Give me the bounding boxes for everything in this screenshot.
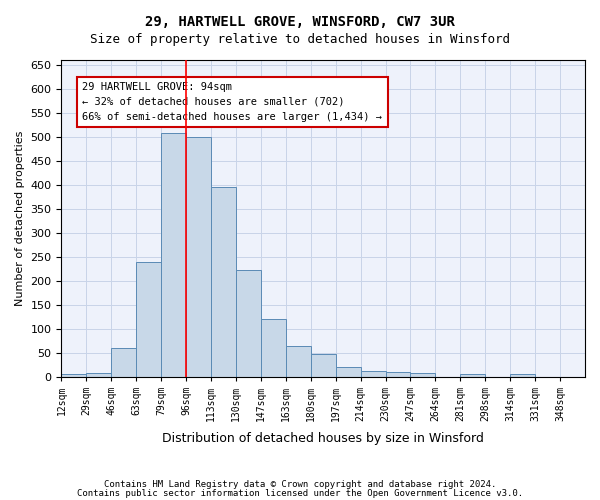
Bar bbox=[386, 372, 410, 376]
Text: Contains HM Land Registry data © Crown copyright and database right 2024.: Contains HM Land Registry data © Crown c… bbox=[104, 480, 496, 489]
Bar bbox=[111, 348, 136, 376]
Bar bbox=[211, 186, 236, 376]
Bar bbox=[236, 270, 261, 376]
Bar bbox=[161, 134, 186, 376]
X-axis label: Distribution of detached houses by size in Winsford: Distribution of detached houses by size … bbox=[162, 432, 484, 445]
Bar bbox=[361, 371, 386, 376]
Bar bbox=[86, 373, 111, 376]
Bar bbox=[286, 346, 311, 376]
Bar bbox=[510, 374, 535, 376]
Text: Size of property relative to detached houses in Winsford: Size of property relative to detached ho… bbox=[90, 32, 510, 46]
Y-axis label: Number of detached properties: Number of detached properties bbox=[15, 130, 25, 306]
Bar bbox=[335, 367, 361, 376]
Text: 29 HARTWELL GROVE: 94sqm
← 32% of detached houses are smaller (702)
66% of semi-: 29 HARTWELL GROVE: 94sqm ← 32% of detach… bbox=[82, 82, 382, 122]
Text: Contains public sector information licensed under the Open Government Licence v3: Contains public sector information licen… bbox=[77, 488, 523, 498]
Bar bbox=[61, 374, 86, 376]
Bar bbox=[311, 354, 335, 376]
Bar bbox=[186, 137, 211, 376]
Bar bbox=[410, 373, 436, 376]
Bar bbox=[136, 262, 161, 376]
Bar bbox=[261, 319, 286, 376]
Text: 29, HARTWELL GROVE, WINSFORD, CW7 3UR: 29, HARTWELL GROVE, WINSFORD, CW7 3UR bbox=[145, 15, 455, 29]
Bar bbox=[460, 374, 485, 376]
